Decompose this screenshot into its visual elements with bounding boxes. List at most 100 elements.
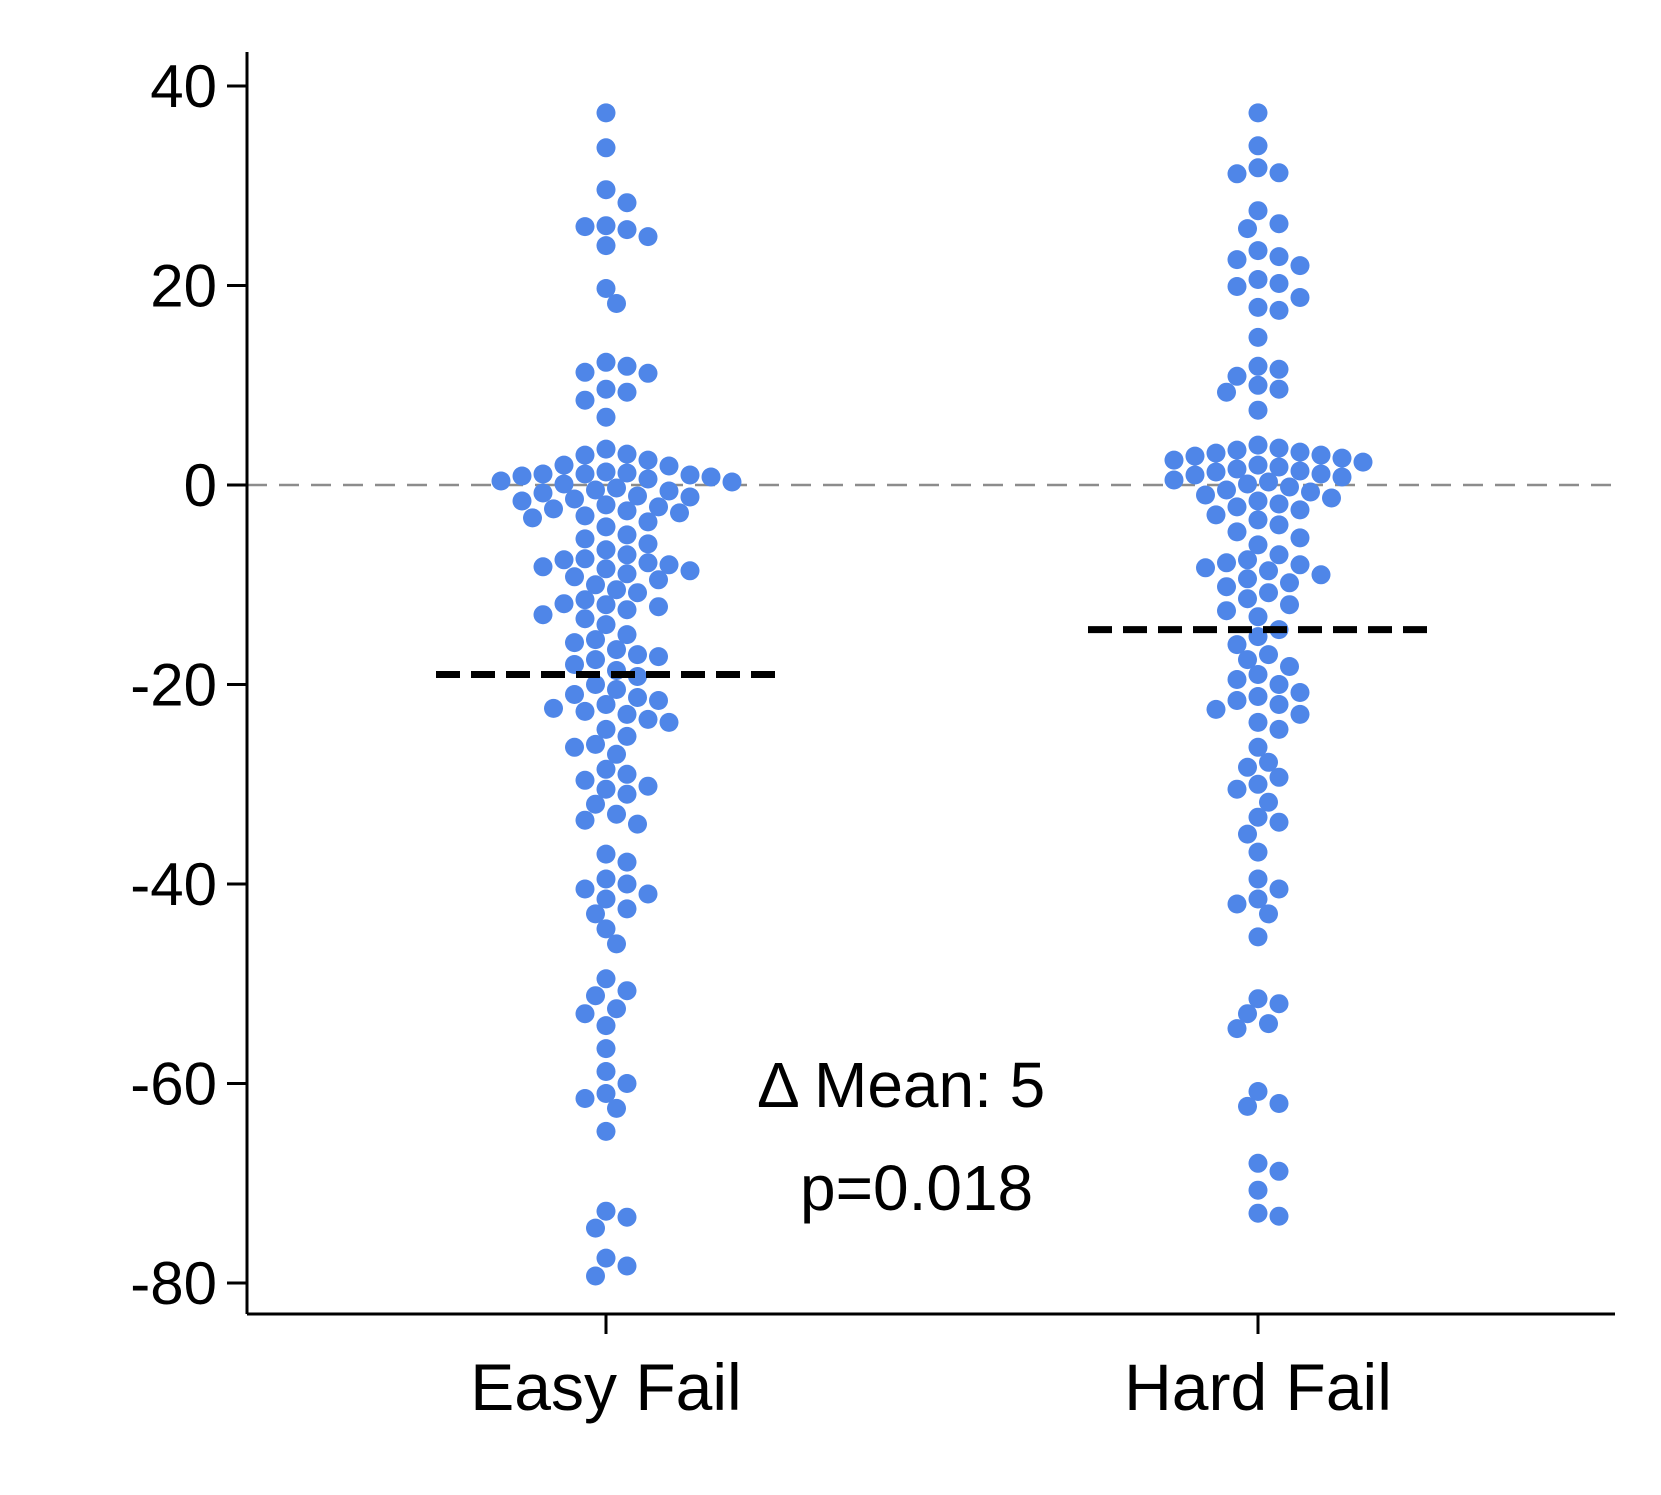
data-point [575, 549, 595, 569]
data-point [649, 597, 668, 617]
data-point [1185, 465, 1205, 485]
data-point [565, 655, 584, 674]
data-point [1269, 1094, 1289, 1113]
data-point [596, 495, 616, 515]
data-point [607, 934, 626, 954]
p-value-annotation: p=0.018 [800, 1152, 1033, 1224]
data-point [1217, 382, 1236, 402]
data-point [586, 904, 605, 924]
data-point [617, 356, 637, 376]
data-point [1290, 555, 1310, 575]
data-point [565, 567, 584, 587]
data-point [586, 650, 605, 670]
data-point [575, 609, 595, 629]
data-point [1248, 1203, 1268, 1223]
data-point [1217, 553, 1236, 573]
x-category-label: Easy Fail [470, 1350, 741, 1424]
data-point [1238, 550, 1257, 570]
data-point [1290, 442, 1310, 462]
data-point [575, 464, 595, 484]
data-point [617, 899, 637, 919]
data-point [1248, 627, 1268, 647]
data-point [1248, 201, 1268, 221]
data-point [1269, 163, 1289, 183]
data-point [1196, 558, 1215, 578]
data-point [1238, 1096, 1257, 1116]
data-point [1227, 670, 1247, 689]
y-tick-label: -80 [130, 1250, 217, 1317]
data-point [586, 734, 605, 754]
data-point [1227, 1019, 1247, 1039]
data-point [617, 525, 637, 545]
data-point [1269, 359, 1289, 379]
data-point [1269, 994, 1289, 1014]
data-point [607, 294, 626, 313]
data-point [1227, 440, 1247, 460]
data-point [1269, 494, 1289, 514]
data-point [1259, 904, 1278, 924]
data-point [628, 583, 647, 603]
data-point [575, 506, 595, 526]
data-point [1290, 288, 1310, 307]
data-point [586, 575, 605, 595]
y-tick-label: -20 [130, 652, 217, 719]
data-point [1248, 491, 1268, 511]
data-point [1332, 467, 1352, 487]
data-point [586, 1218, 605, 1238]
data-point [575, 390, 595, 410]
y-tick-label: 20 [150, 253, 217, 320]
data-point [1164, 470, 1184, 490]
data-point [596, 969, 616, 989]
data-point [617, 1074, 637, 1093]
data-point [1238, 589, 1257, 609]
data-point [638, 469, 658, 489]
data-point [596, 352, 616, 372]
data-point [1248, 989, 1268, 1009]
data-point [1280, 573, 1299, 593]
data-point [1259, 792, 1278, 812]
data-point [1269, 457, 1289, 477]
data-point [575, 770, 595, 790]
data-point [1217, 480, 1236, 500]
data-point [1269, 247, 1289, 267]
data-point [617, 704, 637, 724]
data-point [617, 764, 637, 784]
data-point [596, 439, 616, 459]
data-point [617, 874, 637, 894]
data-point [1238, 824, 1257, 844]
data-point [533, 483, 553, 503]
data-point [649, 497, 668, 517]
data-point [617, 220, 637, 240]
data-point [617, 726, 637, 746]
data-point [1238, 757, 1257, 777]
data-point [1248, 270, 1268, 289]
data-point [1248, 510, 1268, 530]
data-point [1238, 474, 1257, 494]
annotation-layer: Δ Mean: 5 p=0.018 [757, 1049, 1045, 1224]
data-point [649, 647, 668, 667]
data-point [1248, 737, 1268, 757]
data-point [596, 1084, 616, 1103]
data-point [617, 1256, 637, 1276]
data-point [596, 407, 616, 427]
data-point [1206, 505, 1226, 525]
data-point [1248, 807, 1268, 827]
data-point [596, 779, 616, 799]
data-point [1280, 595, 1299, 615]
data-point [1290, 256, 1310, 276]
data-point [659, 456, 679, 476]
data-point [1227, 779, 1247, 799]
data-point [638, 227, 658, 247]
data-point [617, 981, 637, 1001]
data-point [1217, 601, 1236, 621]
data-point [1248, 774, 1268, 794]
data-point [1269, 438, 1289, 458]
data-point [1290, 461, 1310, 481]
data-point [1248, 687, 1268, 706]
data-point [1269, 515, 1289, 535]
data-point [565, 737, 584, 757]
data-point [617, 1207, 637, 1227]
data-point [1290, 683, 1310, 702]
data-point [596, 540, 616, 560]
